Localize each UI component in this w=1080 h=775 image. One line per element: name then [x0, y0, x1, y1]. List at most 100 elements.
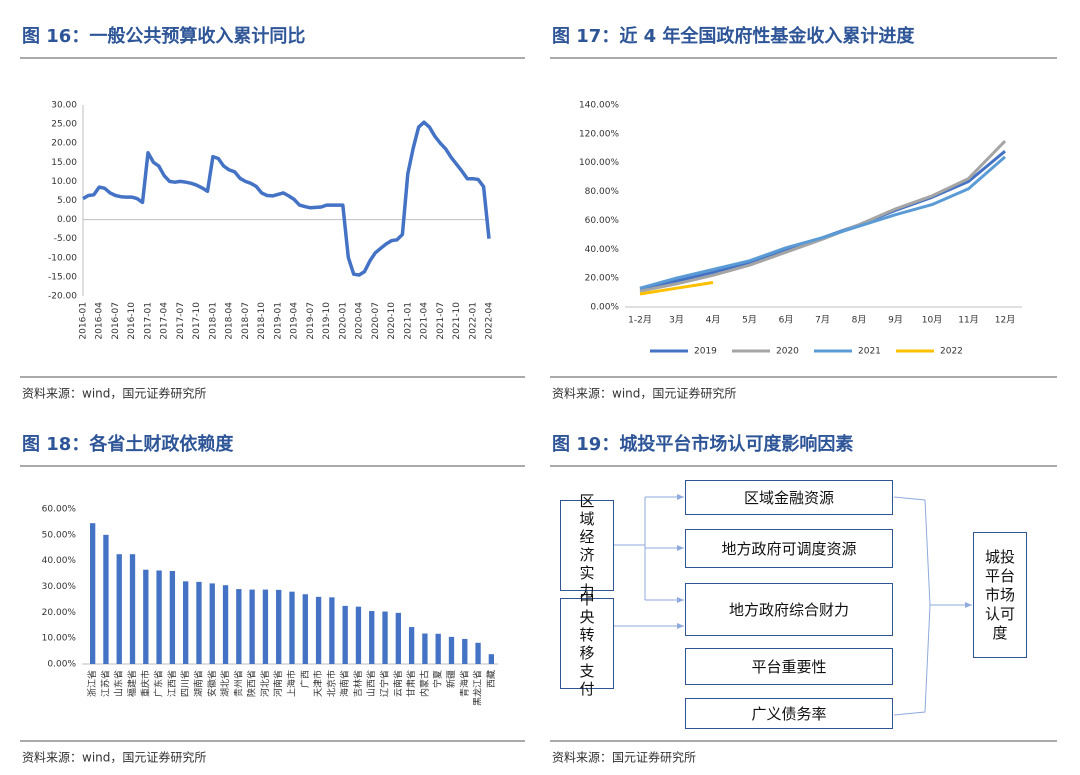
- y-tick-label: 10.00: [51, 177, 77, 187]
- x-tick-label: 陕西省: [246, 670, 258, 697]
- y-tick-label: -20.00: [48, 292, 77, 302]
- bar: [329, 597, 335, 664]
- factor-box: 区域经济实力: [560, 492, 614, 600]
- x-tick-label: 2021-10: [452, 302, 462, 340]
- x-tick-label: 2022-01: [468, 302, 478, 340]
- legend-label: 2021: [858, 347, 881, 357]
- y-tick-label: 60.00%: [585, 216, 620, 226]
- x-tick-label: 河北省: [259, 670, 271, 697]
- bar: [435, 633, 441, 664]
- x-tick-label: 重庆市: [139, 670, 151, 697]
- bar: [156, 570, 162, 664]
- y-tick-label: 20.00: [51, 139, 77, 149]
- factor-label: 广义债务率: [751, 705, 827, 723]
- x-tick-label: 9月: [888, 315, 903, 326]
- x-tick-label: 广西: [299, 670, 311, 688]
- x-tick-label: 2016-10: [127, 302, 137, 340]
- bar: [209, 583, 215, 664]
- factor-label: 平台重要性: [751, 658, 827, 676]
- x-tick-label: 天津市: [312, 670, 324, 697]
- x-tick-label: 10月: [922, 315, 942, 326]
- x-tick-label: 浙江省: [86, 670, 98, 697]
- x-tick-label: 2017-01: [143, 302, 153, 340]
- x-tick-label: 2019-07: [306, 302, 316, 340]
- bar: [422, 633, 428, 664]
- bar: [183, 581, 189, 664]
- bar: [475, 642, 481, 664]
- y-tick-label: 10.00%: [42, 634, 77, 644]
- x-tick-label: 青海省: [458, 670, 470, 697]
- bar: [222, 585, 229, 664]
- y-tick-label: 30.00%: [42, 582, 77, 592]
- y-tick-label: 120.00%: [579, 129, 619, 139]
- x-tick-label: 2019-10: [322, 302, 332, 340]
- factor-box: 地方政府综合财力: [685, 583, 893, 636]
- bar: [103, 534, 109, 664]
- x-tick-label: 海南省: [339, 670, 351, 697]
- chart-title: 图 17：近 4 年全国政府性基金收入累计进度: [552, 25, 915, 47]
- source: 资料来源：国元证券研究所: [552, 750, 696, 765]
- result-box: 城投平台市场认可度: [973, 532, 1027, 658]
- y-tick-label: 30.00: [51, 101, 77, 111]
- x-tick-label: 山西省: [365, 670, 377, 697]
- source: 资料来源：wind，国元证券研究所: [22, 750, 206, 765]
- x-tick-label: 2022-04: [485, 302, 495, 340]
- x-tick-label: 四川省: [179, 670, 191, 697]
- bar: [196, 581, 202, 664]
- x-tick-label: 2021-07: [436, 302, 446, 340]
- factor-box: 区域金融资源: [685, 480, 893, 515]
- factor-label: 地方政府综合财力: [728, 601, 849, 619]
- x-tick-label: 上海市: [286, 670, 298, 697]
- x-tick-label: 宁夏: [432, 670, 444, 688]
- x-tick-label: 2016-01: [79, 302, 89, 340]
- x-tick-label: 6月: [779, 315, 794, 326]
- x-tick-label: 江苏省: [99, 670, 111, 697]
- bar: [262, 589, 269, 664]
- chart-title: 图 16：一般公共预算收入累计同比: [22, 25, 305, 47]
- x-tick-label: 新疆: [445, 670, 457, 688]
- bar: [408, 627, 415, 664]
- y-tick-label: 50.00%: [42, 530, 77, 540]
- y-tick-label: -5.00: [54, 234, 78, 244]
- legend-label: 2019: [694, 347, 717, 357]
- result-label: 城投平台市场认可度: [984, 547, 1015, 642]
- x-tick-label: 2020-04: [355, 302, 365, 340]
- y-tick-label: 40.00%: [42, 556, 77, 566]
- bar: [462, 638, 468, 664]
- x-tick-label: 福建省: [126, 670, 138, 697]
- bar: [488, 654, 495, 664]
- x-tick-label: 2018-04: [225, 302, 235, 340]
- bar: [276, 589, 282, 664]
- factor-label: 中央转移支付: [579, 589, 595, 698]
- x-tick-label: 2018-10: [257, 302, 267, 340]
- legend-label: 2020: [776, 347, 799, 357]
- x-tick-label: 山东省: [113, 670, 125, 697]
- y-tick-label: -15.00: [48, 272, 77, 282]
- x-tick-label: 11月: [958, 315, 978, 326]
- bar: [448, 636, 455, 664]
- factor-box: 平台重要性: [685, 648, 893, 685]
- x-tick-label: 江西省: [166, 670, 178, 697]
- x-tick-label: 3月: [669, 315, 684, 326]
- x-tick-label: 2021-01: [403, 302, 413, 340]
- x-tick-label: 2019-01: [273, 302, 283, 340]
- y-tick-label: 0.00: [57, 215, 77, 225]
- x-tick-label: 2018-01: [208, 302, 218, 340]
- x-tick-label: 安徽省: [206, 670, 218, 697]
- x-tick-label: 广东省: [153, 670, 165, 697]
- x-tick-label: 2016-04: [95, 302, 105, 340]
- bar: [369, 611, 375, 664]
- x-tick-label: 8月: [852, 315, 867, 326]
- x-tick-label: 2016-07: [111, 302, 121, 340]
- line: [639, 140, 1007, 293]
- bar: [315, 596, 322, 664]
- bar: [302, 594, 308, 664]
- x-tick-label: 黑龙江省: [472, 670, 484, 706]
- factor-box: 中央转移支付: [560, 590, 614, 698]
- chart-title: 图 18：各省土财政依赖度: [22, 433, 234, 455]
- bar: [236, 589, 242, 664]
- bar: [89, 523, 96, 664]
- legend-label: 2022: [940, 347, 963, 357]
- x-tick-label: 贵州省: [232, 670, 244, 697]
